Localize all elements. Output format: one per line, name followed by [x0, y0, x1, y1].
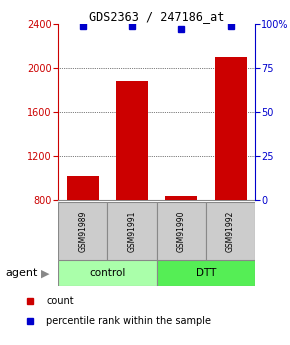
Text: GSM91989: GSM91989 [78, 210, 87, 252]
Text: ▶: ▶ [41, 268, 49, 278]
Bar [116, 81, 148, 200]
Bar [157, 202, 206, 260]
Text: DTT: DTT [196, 268, 216, 278]
Bar [58, 260, 157, 286]
Text: control: control [89, 268, 126, 278]
Bar [165, 196, 197, 200]
Text: GSM91991: GSM91991 [127, 210, 137, 252]
Text: count: count [46, 296, 74, 306]
Bar [206, 202, 255, 260]
Text: agent: agent [6, 268, 38, 278]
Bar [157, 260, 255, 286]
Bar [58, 202, 107, 260]
Bar [215, 57, 246, 200]
Bar [67, 176, 99, 200]
Title: GDS2363 / 247186_at: GDS2363 / 247186_at [89, 10, 224, 23]
Text: GSM91992: GSM91992 [226, 210, 235, 252]
Text: GSM91990: GSM91990 [177, 210, 186, 252]
Bar [107, 202, 157, 260]
Text: percentile rank within the sample: percentile rank within the sample [46, 316, 211, 326]
